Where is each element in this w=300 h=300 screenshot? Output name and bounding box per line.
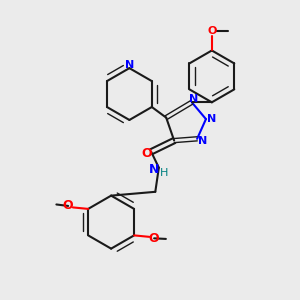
Text: N: N <box>125 60 134 70</box>
Text: N: N <box>189 94 198 104</box>
Text: O: O <box>63 200 74 212</box>
Text: O: O <box>207 26 217 36</box>
Text: N: N <box>207 114 217 124</box>
Text: N: N <box>148 163 159 176</box>
Text: H: H <box>160 168 168 178</box>
Text: O: O <box>149 232 159 245</box>
Text: O: O <box>141 147 152 160</box>
Text: N: N <box>198 136 207 146</box>
